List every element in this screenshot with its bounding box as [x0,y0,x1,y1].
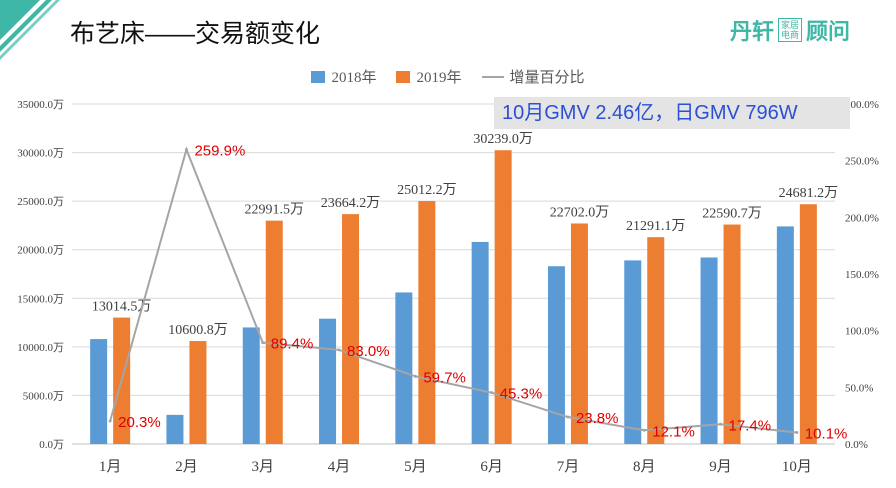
bar-data-label: 30239.0万 [473,132,533,147]
gmv-callout: 10月GMV 2.46亿，日GMV 796W [494,97,850,129]
y-left-tick-label: 5000.0万 [23,390,64,402]
corner-decoration [0,0,60,60]
bar-2019年 [799,204,817,444]
bar-2018年 [90,339,108,444]
bar-data-label: 21291.1万 [626,219,686,234]
growth-line [109,146,797,434]
y-left-tick-label: 15000.0万 [17,293,64,305]
y-right-tick-label: 100.0% [845,326,879,338]
growth-point [184,147,188,151]
growth-data-label: 59.7% [423,369,466,386]
y-left-tick-label: 30000.0万 [17,148,64,160]
bar-2019年 [418,201,436,444]
bar-data-label: 24681.2万 [779,186,839,201]
growth-data-label: 20.3% [118,414,161,431]
growth-data-label: 45.3% [500,386,543,403]
bar-2018年 [166,414,184,444]
growth-data-label: 17.4% [729,417,772,434]
slide-header: 布艺床——交易额变化 丹轩 家居 电商 顾问 [0,0,896,60]
x-tick-label: 6月 [480,459,503,475]
bar-2018年 [547,266,565,444]
bar-2019年 [647,237,665,444]
x-tick-label: 5月 [404,459,427,475]
growth-data-label: 23.8% [576,410,619,427]
bar-data-label: 23664.2万 [321,196,381,211]
legend-swatch-2018 [311,70,326,83]
x-tick-label: 7月 [557,459,580,475]
legend-swatch-growth [481,75,504,78]
x-tick-label: 3月 [251,459,274,475]
bar-data-label: 22590.7万 [702,207,762,222]
growth-point [490,391,494,395]
x-tick-label: 2月 [175,459,198,475]
growth-point [108,419,112,423]
y-right-tick-label: 300.0% [845,99,879,111]
bar-2019年 [570,223,588,444]
y-right-tick-label: 50.0% [845,382,873,394]
bar-2019年 [189,341,207,444]
y-left-tick-label: 35000.0万 [17,99,64,111]
legend-swatch-2019 [396,70,411,83]
bar-2018年 [471,241,489,444]
growth-data-label: 12.1% [652,423,695,440]
bar-data-label: 25012.2万 [397,183,457,198]
bar-2019年 [342,214,360,444]
y-right-tick-label: 150.0% [845,269,879,281]
y-right-tick-label: 200.0% [845,212,879,224]
page-title: 布艺床——交易额变化 [70,20,321,48]
y-left-tick-label: 20000.0万 [17,245,64,257]
logo-main: 丹轩 [730,19,775,44]
legend-label-2019: 2019年 [416,70,462,86]
growth-point [413,374,417,378]
bar-data-label: 22702.0万 [550,205,610,220]
x-tick-label: 9月 [709,459,732,475]
growth-data-label: 83.0% [347,343,390,360]
legend-item-growth: 增量百分比 [481,66,585,87]
legend-label-2018: 2018年 [331,70,377,86]
legend-item-2018: 2018年 [311,66,376,87]
y-left-tick-label: 10000.0万 [17,342,64,354]
bar-2019年 [265,220,283,444]
growth-point [719,422,723,426]
x-tick-label: 4月 [328,459,351,475]
y-left-tick-label: 0.0万 [39,439,64,451]
growth-data-label: 89.4% [271,336,314,353]
growth-point [795,431,799,435]
bar-data-label: 13014.5万 [92,300,152,315]
growth-data-label: 10.1% [805,426,848,443]
bar-2018年 [395,292,413,444]
growth-point [337,348,341,352]
growth-point [261,341,265,345]
logo-sub-2: 电商 [781,30,800,40]
bar-2019年 [494,150,512,445]
x-tick-label: 8月 [633,459,656,475]
legend-label-growth: 增量百分比 [509,70,585,86]
bar-2018年 [242,327,260,444]
y-right-tick-label: 0.0% [845,439,868,451]
logo-sub: 家居 电商 [778,18,803,42]
chart-legend: 2018年 2019年 增量百分比 [0,66,896,87]
legend-item-2019: 2019年 [396,66,462,87]
logo-sub-1: 家居 [781,20,800,30]
bar-2018年 [319,318,337,444]
x-tick-label: 10月 [782,459,812,475]
growth-point [566,415,570,419]
bar-2019年 [723,224,741,444]
bar-data-label: 22991.5万 [245,203,305,218]
brand-logo: 丹轩 家居 电商 顾问 [730,14,850,46]
x-tick-label: 1月 [99,459,122,475]
bar-2018年 [700,257,718,444]
growth-point [642,428,646,432]
bar-data-label: 10600.8万 [168,323,228,338]
y-right-tick-label: 250.0% [845,156,879,168]
bar-2018年 [776,226,794,444]
bar-2018年 [624,260,642,444]
growth-data-label: 259.9% [194,142,245,159]
y-left-tick-label: 25000.0万 [17,196,64,208]
logo-tail: 顾问 [806,19,851,44]
